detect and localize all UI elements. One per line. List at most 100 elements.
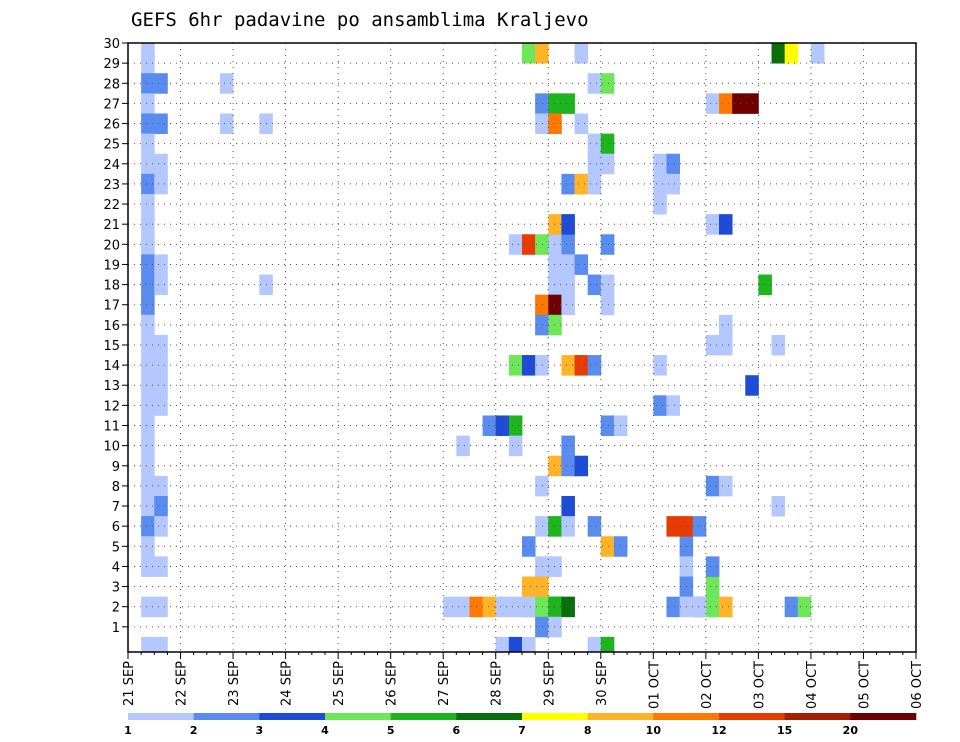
heatmap-cell — [535, 516, 549, 537]
heatmap-cell — [600, 636, 615, 653]
heatmap-cell — [600, 153, 615, 175]
y-tick-label: 27 — [103, 97, 120, 112]
heatmap-cell — [719, 93, 733, 114]
heatmap-cell — [495, 636, 510, 653]
heatmap-cell — [548, 93, 562, 114]
heatmap-cell — [141, 556, 155, 577]
y-tick-label: 23 — [103, 178, 120, 193]
heatmap-cell — [666, 173, 680, 195]
legend-swatch — [587, 713, 654, 720]
heatmap-cell — [154, 334, 168, 356]
heatmap-cell — [535, 93, 549, 114]
heatmap-cell — [561, 596, 575, 618]
heatmap-cell — [535, 616, 549, 638]
heatmap-cell — [705, 556, 720, 577]
legend-label: 8 — [584, 724, 592, 737]
x-tick-label: 28 SEP — [490, 661, 505, 706]
heatmap-cell — [141, 113, 155, 134]
heatmap-cell — [587, 274, 602, 296]
y-tick-label: 3 — [112, 581, 120, 596]
x-tick-label: 22 SEP — [175, 661, 190, 706]
heatmap-cell — [141, 294, 155, 316]
y-tick-label: 19 — [103, 258, 120, 273]
heatmap-cell — [600, 274, 615, 296]
heatmap-cell — [522, 576, 536, 598]
heatmap-cell — [719, 334, 733, 356]
heatmap-cell — [141, 274, 155, 296]
y-tick-label: 15 — [103, 339, 120, 354]
heatmap-cell — [600, 73, 615, 94]
heatmap-cell — [548, 556, 562, 577]
y-tick-label: 22 — [103, 198, 120, 213]
heatmap-cell — [574, 43, 589, 64]
heatmap-cell — [154, 495, 168, 517]
heatmap-cell — [154, 254, 168, 275]
heatmap-cell — [600, 415, 615, 436]
heatmap-cell — [719, 596, 733, 618]
heatmap-cell — [732, 93, 746, 114]
heatmap-cell — [600, 234, 615, 255]
heatmap-cell — [705, 576, 720, 598]
y-tick-label: 4 — [112, 560, 120, 575]
x-tick-label: 27 SEP — [437, 661, 452, 706]
y-tick-label: 20 — [103, 238, 120, 253]
heatmap-cell — [141, 334, 155, 356]
legend-label: 7 — [518, 724, 526, 737]
heatmap-cell — [154, 556, 168, 577]
heatmap-cell — [141, 214, 155, 235]
heatmap-cell — [548, 294, 562, 316]
plot-frame — [127, 42, 917, 653]
heatmap-cell — [587, 173, 602, 195]
heatmap-cell — [587, 516, 602, 537]
heatmap-cell — [495, 596, 510, 618]
heatmap-cell — [548, 113, 562, 134]
heatmap-cell — [705, 334, 720, 356]
legend-swatch — [325, 713, 391, 720]
heatmap-cell — [548, 455, 562, 477]
heatmap-cell — [784, 43, 799, 64]
y-tick-label: 29 — [103, 57, 120, 72]
x-tick-label: 25 SEP — [332, 661, 347, 706]
heatmap-cell — [535, 355, 549, 376]
heatmap-cell — [141, 475, 155, 497]
x-tick-label: 02 OCT — [700, 661, 715, 709]
x-tick-label: 24 SEP — [280, 661, 295, 706]
heatmap-cell — [522, 43, 536, 64]
heatmap-cell — [508, 415, 523, 436]
y-tick-label: 18 — [103, 279, 120, 294]
heatmap-cell — [522, 355, 536, 376]
heatmap-cell — [482, 596, 497, 618]
heatmap-cell — [600, 294, 615, 316]
heatmap-cell — [508, 596, 523, 618]
heatmap-cell — [771, 495, 786, 517]
heatmap-cell — [548, 516, 562, 537]
heatmap-cell — [535, 576, 549, 598]
heatmap-cell — [141, 435, 155, 457]
heatmap-cell — [443, 596, 457, 618]
y-tick-label: 11 — [103, 420, 120, 435]
x-axis: 21 SEP 22 SEP 23 SEP 24 SEP 25 SEP 26 SEP 27 S… — [122, 652, 925, 709]
heatmap-cell — [141, 173, 155, 195]
heatmap-cell — [561, 254, 575, 275]
heatmap-cell — [535, 475, 549, 497]
heatmap-cell — [522, 234, 536, 255]
heatmap-cell — [705, 475, 720, 497]
y-tick-label: 1 — [112, 621, 120, 636]
heatmap-cell — [548, 214, 562, 235]
heatmap-cell — [456, 596, 470, 618]
y-tick-label: 7 — [112, 500, 120, 515]
legend-swatch — [653, 713, 720, 720]
legend-label: 5 — [387, 724, 395, 737]
heatmap-cell — [758, 274, 772, 296]
heatmap-cell — [141, 93, 155, 114]
legend-label: 1 — [124, 724, 132, 737]
heatmap-cell — [141, 395, 155, 416]
heatmap-cell — [771, 334, 786, 356]
heatmap-cell — [154, 475, 168, 497]
heatmap-cell — [561, 294, 575, 316]
heatmap-cell — [784, 596, 799, 618]
heatmap-cell — [600, 133, 615, 155]
heatmap-cell — [587, 355, 602, 376]
heatmap-cell — [653, 173, 667, 195]
heatmap-cell — [522, 596, 536, 618]
